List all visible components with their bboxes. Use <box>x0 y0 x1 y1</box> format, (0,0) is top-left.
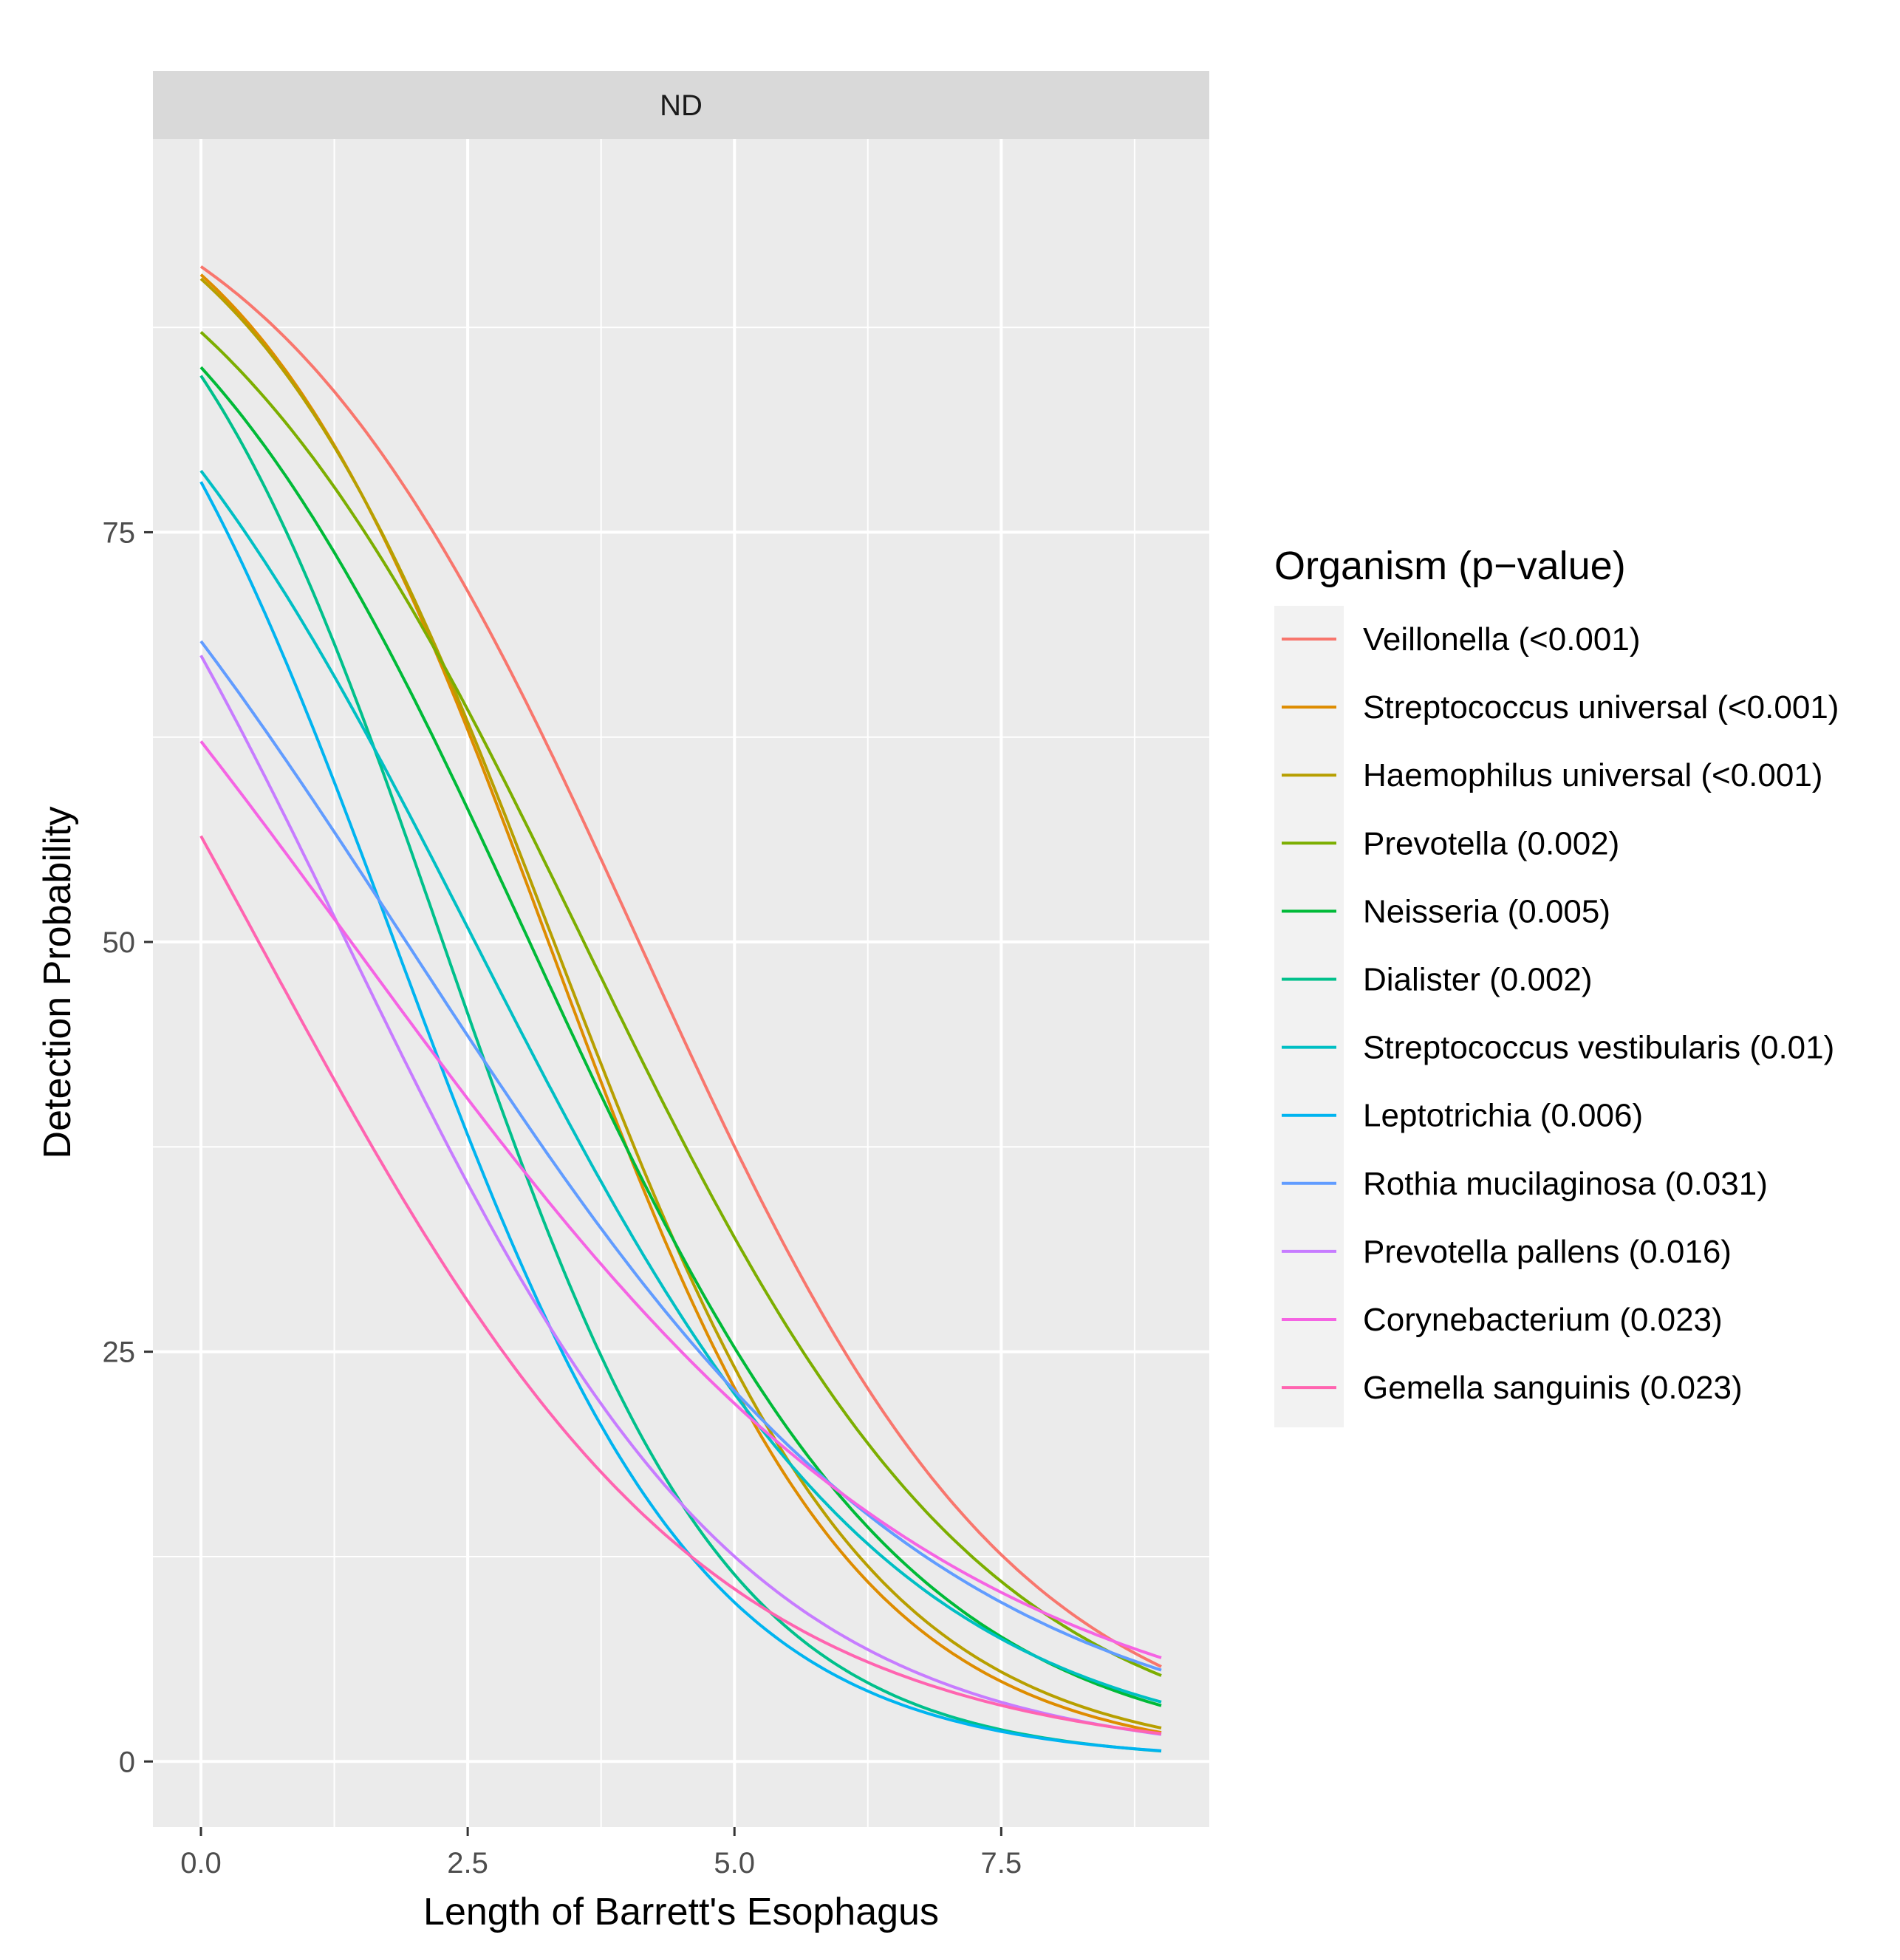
x-axis-title: Length of Barrett's Esophagus <box>423 1891 939 1933</box>
y-tick-label: 0 <box>119 1746 135 1778</box>
x-tick-label: 7.5 <box>981 1847 1022 1879</box>
legend-label: Streptococcus vestibularis (0.01) <box>1363 1030 1834 1066</box>
y-tick-label: 75 <box>103 516 136 549</box>
legend-label: Neisseria (0.005) <box>1363 893 1610 929</box>
legend-label: Rothia mucilaginosa (0.031) <box>1363 1166 1768 1202</box>
x-axis: 0.0 2.5 5.0 7.5 <box>180 1827 1022 1879</box>
legend-label: Haemophilus universal (<0.001) <box>1363 757 1822 793</box>
series-lines <box>199 265 1162 1753</box>
series-line <box>199 655 1162 1736</box>
legend-label: Gemella sanguinis (0.023) <box>1363 1370 1743 1406</box>
legend-key-background <box>1274 606 1344 1427</box>
series-line <box>199 640 1162 1672</box>
legend: Veillonella (<0.001) Streptococcus univer… <box>1282 621 1839 1406</box>
x-tick-label: 5.0 <box>714 1847 755 1879</box>
legend-label: Prevotella (0.002) <box>1363 825 1619 861</box>
x-tick-label: 0.0 <box>180 1847 222 1879</box>
x-tick-label: 2.5 <box>447 1847 488 1879</box>
series-line <box>199 331 1162 1677</box>
facet-strip <box>153 71 1209 139</box>
legend-label: Dialister (0.002) <box>1363 962 1593 998</box>
facet-label: ND <box>660 89 703 122</box>
legend-label: Corynebacterium (0.023) <box>1363 1302 1723 1338</box>
series-line <box>199 835 1162 1735</box>
y-axis: 0 25 50 75 <box>103 516 153 1778</box>
grid-minor <box>153 139 1209 1827</box>
legend-label: Leptotrichia (0.006) <box>1363 1098 1643 1134</box>
legend-label: Veillonella (<0.001) <box>1363 621 1640 658</box>
y-axis-title: Detection Probability <box>36 807 79 1159</box>
series-line <box>199 366 1162 1707</box>
y-tick-label: 25 <box>103 1336 136 1369</box>
legend-title: Organism (p−value) <box>1274 544 1626 588</box>
series-line <box>199 265 1162 1668</box>
y-tick-label: 50 <box>103 926 136 959</box>
series-line <box>199 469 1162 1704</box>
panel-background <box>153 139 1209 1827</box>
series-line <box>199 740 1162 1659</box>
series-line <box>199 481 1162 1752</box>
legend-label: Prevotella pallens (0.016) <box>1363 1234 1732 1270</box>
legend-label: Streptococcus universal (<0.001) <box>1363 689 1839 725</box>
